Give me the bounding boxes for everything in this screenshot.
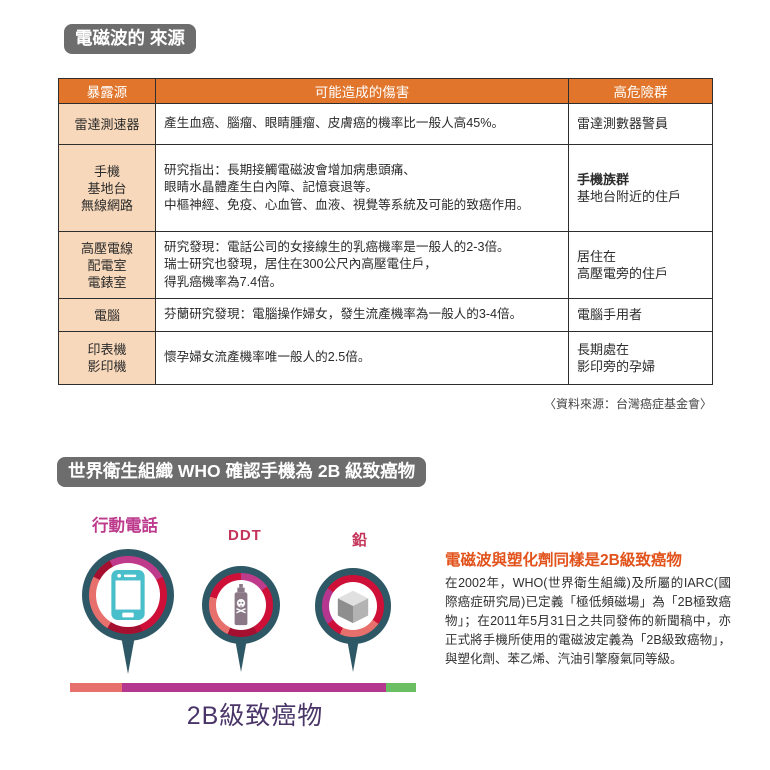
pin-ring (82, 549, 174, 641)
pin-mobile-phone (82, 549, 174, 674)
risk-line: 基地台附近的住戶 (577, 189, 682, 204)
harm-cell: 懷孕婦女流產機率唯一般人的2.5倍。 (155, 331, 569, 385)
source-cell: 電腦 (58, 298, 156, 332)
source-cell: 高壓電線 配電室 電錶室 (58, 231, 156, 299)
carcinogen-scale-bar (70, 683, 416, 692)
risk-cell: 居住在 高壓電旁的住戶 (568, 231, 713, 299)
risk-cell: 雷達測數器警員 (568, 103, 713, 145)
pin-pointer (235, 639, 247, 672)
source-cell: 雷達測速器 (58, 103, 156, 145)
risk-cell: 電腦手用者 (568, 298, 713, 332)
pin-pointer (121, 636, 135, 674)
scale-label-2b: 2B級致癌物 (186, 702, 324, 730)
header-exposure-source: 暴露源 (58, 78, 156, 104)
risk-cell: 長期處在 影印旁的孕婦 (568, 331, 713, 385)
source-cell: 印表機 影印機 (58, 331, 156, 385)
table-row: 高壓電線 配電室 電錶室 研究發現：電話公司的女接線生的乳癌機率是一般人的2-3… (58, 231, 713, 299)
pin-label-mobile-phone: 行動電話 (92, 517, 158, 535)
table-header-row: 暴露源 可能造成的傷害 高危險群 (58, 78, 713, 104)
harm-cell: 產生血癌、腦瘤、眼睛腫瘤、皮膚癌的機率比一般人高45%。 (155, 103, 569, 145)
lead-cube-icon (337, 590, 369, 624)
exposure-source-table: 暴露源 可能造成的傷害 高危險群 雷達測速器 產生血癌、腦瘤、眼睛腫瘤、皮膚癌的… (58, 78, 713, 385)
harm-cell: 研究發現：電話公司的女接線生的乳癌機率是一般人的2-3倍。 瑞士研究也發現，居住… (155, 231, 569, 299)
pin-label-lead: 鉛 (352, 532, 368, 549)
spray-can-icon (234, 584, 248, 626)
pin-inner-disc (96, 563, 160, 627)
risk-bold-line: 手機族群 (577, 171, 630, 187)
header-high-risk-group: 高危險群 (568, 78, 713, 104)
source-cell: 手機 基地台 無線網路 (58, 144, 156, 232)
harm-cell: 芬蘭研究發現：電腦操作婦女，發生流產機率為一般人的3-4倍。 (155, 298, 569, 332)
pin-label-ddt: DDT (228, 527, 262, 544)
pin-ddt (202, 566, 280, 672)
pin-ring (202, 566, 280, 644)
section-title-em-wave-sources: 電磁波的 來源 (64, 24, 196, 54)
pin-ring (315, 568, 391, 644)
pin-inner-disc (329, 582, 377, 630)
table-row: 印表機 影印機 懷孕婦女流產機率唯一般人的2.5倍。 長期處在 影印旁的孕婦 (58, 331, 713, 385)
pin-inner-disc (216, 580, 266, 630)
table-row: 手機 基地台 無線網路 研究指出：長期接觸電磁波會增加病患頭痛、 眼睛水晶體產生… (58, 144, 713, 232)
header-possible-harm: 可能造成的傷害 (155, 78, 569, 104)
data-source-caption: 〈資料來源：台灣癌症基金會〉 (543, 397, 712, 411)
section-title-who-2b: 世界衛生組織 WHO 確認手機為 2B 級致癌物 (57, 457, 427, 487)
mobile-phone-icon (111, 570, 145, 620)
pin-lead (315, 568, 391, 672)
harm-cell: 研究指出：長期接觸電磁波會增加病患頭痛、 眼睛水晶體產生白內障、記憶衰退等。 中… (155, 144, 569, 232)
pin-pointer (347, 639, 359, 672)
panel-heading: 電磁波與塑化劑同樣是2B級致癌物 (445, 552, 682, 569)
panel-body-text: 在2002年，WHO(世界衛生組織)及所屬的IARC(國際癌症研究局)已定義「極… (445, 576, 731, 666)
table-row: 電腦 芬蘭研究發現：電腦操作婦女，發生流產機率為一般人的3-4倍。 電腦手用者 (58, 298, 713, 332)
risk-cell: 手機族群 基地台附近的住戶 (568, 144, 713, 232)
table-row: 雷達測速器 產生血癌、腦瘤、眼睛腫瘤、皮膚癌的機率比一般人高45%。 雷達測數器… (58, 103, 713, 145)
